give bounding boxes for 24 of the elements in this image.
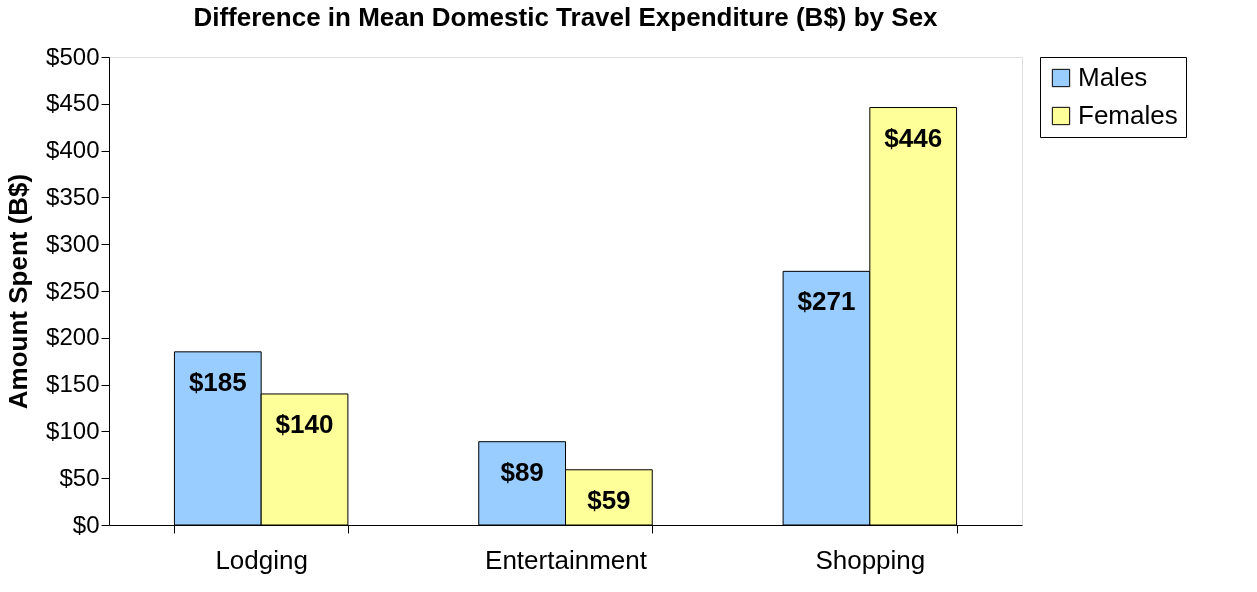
y-tick-label: $450: [46, 89, 100, 117]
legend-label: Males: [1078, 62, 1148, 92]
y-tick-label: $200: [46, 323, 100, 351]
data-label: $89: [500, 456, 544, 487]
x-tick-label: Lodging: [215, 544, 308, 575]
y-tick-label: $250: [46, 276, 100, 304]
y-tick-label: $500: [46, 42, 100, 70]
y-axis-title: Amount Spent (B$): [3, 173, 34, 410]
data-label: $140: [275, 408, 334, 439]
y-tick-label: $100: [46, 416, 100, 444]
x-tick-label: Entertainment: [485, 544, 648, 575]
x-tick-label: Shopping: [815, 544, 926, 575]
y-tick-label: $300: [46, 229, 100, 257]
data-label: $59: [587, 484, 631, 515]
data-label: $271: [797, 286, 856, 317]
y-tick-label: $350: [46, 182, 100, 210]
legend-label: Females: [1078, 100, 1178, 130]
data-label: $185: [188, 366, 247, 397]
y-tick-label: $150: [46, 370, 100, 398]
y-tick-label: $400: [46, 136, 100, 164]
y-tick-label: $0: [72, 510, 100, 538]
data-label: $446: [884, 122, 943, 153]
chart-title: Difference in Mean Domestic Travel Expenditure (B$) by Sex: [193, 2, 939, 32]
y-tick-label: $50: [59, 463, 100, 491]
